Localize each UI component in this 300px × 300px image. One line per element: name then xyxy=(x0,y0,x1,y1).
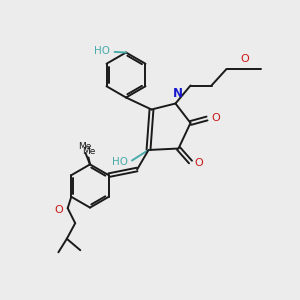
Text: HO: HO xyxy=(94,46,109,56)
Text: O: O xyxy=(55,205,64,215)
Text: O: O xyxy=(240,54,249,64)
Text: Me: Me xyxy=(82,147,95,156)
Text: Me: Me xyxy=(78,142,91,151)
Text: N: N xyxy=(173,87,183,100)
Text: HO: HO xyxy=(112,157,128,167)
Text: O: O xyxy=(194,158,203,169)
Text: O: O xyxy=(211,112,220,123)
